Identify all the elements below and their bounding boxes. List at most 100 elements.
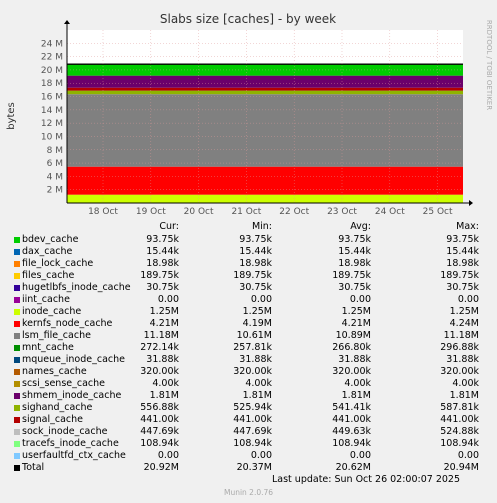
legend-value-min: 108.94k xyxy=(233,438,272,449)
legend-swatch xyxy=(14,321,20,327)
legend-value-avg: 15.44k xyxy=(338,246,371,257)
legend-value-max: 1.25M xyxy=(449,306,479,317)
legend-value-avg: 10.89M xyxy=(335,330,371,341)
legend-value-cur: 1.25M xyxy=(149,306,179,317)
legend-value-max: 587.81k xyxy=(440,402,479,413)
legend-value-cur: 15.44k xyxy=(146,246,179,257)
legend-value-max: 441.00k xyxy=(440,414,479,425)
y-tick-label: 20 M xyxy=(41,66,63,76)
legend-label: dax_cache xyxy=(22,246,73,257)
legend-value-cur: 31.88k xyxy=(146,354,179,365)
legend-value-cur: 11.18M xyxy=(143,330,179,341)
legend-value-min: 30.75k xyxy=(239,282,272,293)
legend-label: Total xyxy=(22,462,45,473)
legend-row-names_cache: names_cache 320.00k 320.00k 320.00k 320.00k xyxy=(14,366,484,378)
legend-value-min: 20.37M xyxy=(236,462,272,473)
legend-value-min: 1.81M xyxy=(242,390,272,401)
legend-label: hugetlbfs_inode_cache xyxy=(22,282,131,293)
legend-value-cur: 20.92M xyxy=(143,462,179,473)
legend-value-max: 4.00k xyxy=(452,378,479,389)
legend-value-max: 524.88k xyxy=(440,426,479,437)
legend-label: sighand_cache xyxy=(22,402,93,413)
last-update-text: Last update: Sun Oct 26 02:00:07 2025 xyxy=(271,474,460,485)
legend-value-max: 4.24M xyxy=(449,318,479,329)
y-tick-label: 22 M xyxy=(41,53,63,63)
y-tick-label: 4 M xyxy=(47,172,63,182)
y-axis-label: bytes xyxy=(6,102,17,130)
x-tick-label: 22 Oct xyxy=(279,207,309,217)
legend-value-min: 189.75k xyxy=(233,270,272,281)
y-tick-label: 12 M xyxy=(41,119,63,129)
legend-value-min: 10.61M xyxy=(236,330,272,341)
legend-row-files_cache: files_cache 189.75k 189.75k 189.75k 189.75k xyxy=(14,270,484,282)
legend-value-min: 257.81k xyxy=(233,342,272,353)
legend-value-cur: 447.69k xyxy=(140,426,179,437)
legend-label: sock_inode_cache xyxy=(22,426,108,437)
legend-value-avg: 108.94k xyxy=(332,438,371,449)
legend-value-avg: 1.25M xyxy=(341,306,371,317)
legend-row-inode_cache: inode_cache 1.25M 1.25M 1.25M 1.25M xyxy=(14,306,484,318)
legend-row-sighand_cache: sighand_cache 556.88k 525.94k 541.41k 587.81… xyxy=(14,402,484,414)
legend-value-max: 0.00 xyxy=(457,294,479,305)
x-tick-label: 19 Oct xyxy=(136,207,166,217)
legend-label: mqueue_inode_cache xyxy=(22,354,125,365)
x-tick-label: 20 Oct xyxy=(184,207,214,217)
legend-swatch xyxy=(14,369,20,375)
legend-value-avg: 0.00 xyxy=(349,450,371,461)
y-tick-label: 24 M xyxy=(41,39,63,49)
y-tick-label: 18 M xyxy=(41,79,63,89)
column-header-avg: Avg: xyxy=(350,221,371,232)
legend-label: names_cache xyxy=(22,366,87,377)
area-layer-signal_cache xyxy=(67,87,463,91)
legend-value-min: 0.00 xyxy=(250,294,272,305)
legend-row-iint_cache: iint_cache 0.00 0.00 0.00 0.00 xyxy=(14,294,484,306)
legend-swatch xyxy=(14,393,20,399)
legend-value-avg: 189.75k xyxy=(332,270,371,281)
legend-swatch xyxy=(14,333,20,339)
legend-value-cur: 0.00 xyxy=(157,294,179,305)
legend-value-min: 4.00k xyxy=(245,378,272,389)
legend-label: scsi_sense_cache xyxy=(22,378,106,389)
legend-value-min: 18.98k xyxy=(239,258,272,269)
area-layer-shmem_inode_cache xyxy=(67,75,463,88)
legend-value-avg: 320.00k xyxy=(332,366,371,377)
legend-label: file_lock_cache xyxy=(22,258,94,269)
legend-label: lsm_file_cache xyxy=(22,330,91,341)
legend-row-tracefs_inode_cache: tracefs_inode_cache 108.94k 108.94k 108.94k… xyxy=(14,438,484,450)
legend-swatch xyxy=(14,297,20,303)
legend-value-avg: 30.75k xyxy=(338,282,371,293)
legend-label: files_cache xyxy=(22,270,75,281)
legend-row-sock_inode_cache: sock_inode_cache 447.69k 447.69k 449.63k 524… xyxy=(14,426,484,438)
legend-value-min: 441.00k xyxy=(233,414,272,425)
legend-swatch xyxy=(14,357,20,363)
legend-value-min: 447.69k xyxy=(233,426,272,437)
legend-label: shmem_inode_cache xyxy=(22,390,122,401)
area-layer-sighand_cache xyxy=(67,90,463,95)
y-tick-label: 6 M xyxy=(47,159,63,169)
munin-version: Munin 2.0.76 xyxy=(223,488,274,497)
legend-value-cur: 441.00k xyxy=(140,414,179,425)
legend-row-shmem_inode_cache: shmem_inode_cache 1.81M 1.81M 1.81M 1.81M xyxy=(14,390,484,402)
legend-label: mnt_cache xyxy=(22,342,74,353)
legend-value-avg: 18.98k xyxy=(338,258,371,269)
legend-value-avg: 93.75k xyxy=(338,234,371,245)
legend-value-avg: 20.62M xyxy=(335,462,371,473)
legend-value-avg: 541.41k xyxy=(332,402,371,413)
chart-plot: 2 M 4 M 6 M 8 M 10 M 12 M 14 M 16 M 18 M 20 M 22 M… xyxy=(6,12,493,217)
legend-label: iint_cache xyxy=(22,294,70,305)
legend-value-cur: 556.88k xyxy=(140,402,179,413)
legend-value-max: 30.75k xyxy=(446,282,479,293)
legend-swatch xyxy=(14,453,20,459)
legend-row-hugetlbfs_inode_cache: hugetlbfs_inode_cache 30.75k 30.75k 30.75k 3… xyxy=(14,282,484,294)
legend-swatch xyxy=(14,465,20,471)
legend-value-avg: 441.00k xyxy=(332,414,371,425)
column-header-cur: Cur: xyxy=(159,221,179,232)
legend-row-mnt_cache: mnt_cache 272.14k 257.81k 266.80k 296.88k xyxy=(14,342,484,354)
legend-label: signal_cache xyxy=(22,414,83,425)
legend-value-cur: 4.21M xyxy=(149,318,179,329)
legend-value-max: 15.44k xyxy=(446,246,479,257)
legend-value-avg: 31.88k xyxy=(338,354,371,365)
column-header-max: Max: xyxy=(456,221,479,232)
legend-label: bdev_cache xyxy=(22,234,79,245)
y-tick-label: 16 M xyxy=(41,93,63,103)
